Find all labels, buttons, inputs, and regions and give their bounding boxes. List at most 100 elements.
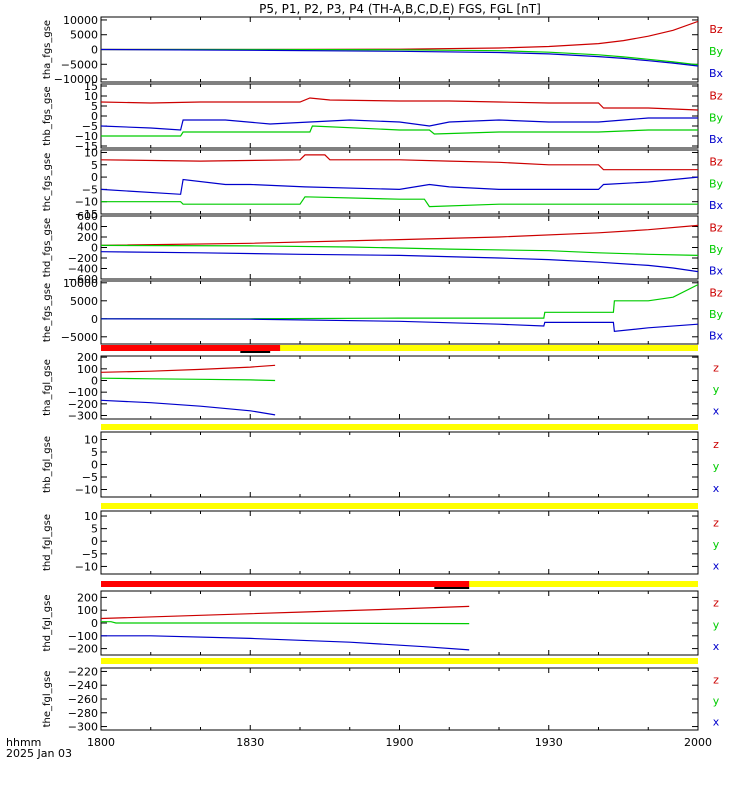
series-line-bx <box>101 176 698 195</box>
y-tick-label: 5 <box>91 446 98 459</box>
y-axis-label: thb_fgl_gse <box>42 436 53 493</box>
legend-entry: Bx <box>709 329 724 342</box>
y-tick-label: −5000 <box>61 331 98 344</box>
data-availability-bar <box>101 503 698 509</box>
panel-5: 10000 5000 0 −5000 the_fgs_gse Bz By Bx <box>42 277 724 345</box>
series-line-by <box>101 244 698 256</box>
y-axis-label: thc_fgs_gse <box>42 153 53 212</box>
data-availability-bar <box>101 658 698 664</box>
data-coverage-mark <box>434 587 470 589</box>
y-tick-label: −10000 <box>54 73 98 86</box>
y-tick-label: 0 <box>91 171 98 184</box>
legend-entry: By <box>709 45 724 58</box>
time-row-label: hhmm <box>6 736 41 749</box>
y-tick-label: 10 <box>84 146 98 159</box>
legend-entry: By <box>709 177 724 190</box>
y-tick-label: −10 <box>75 484 98 497</box>
y-tick-label: 10000 <box>63 14 98 27</box>
series-line-bz <box>101 154 698 171</box>
series-line-z <box>101 364 276 373</box>
y-tick-label: −10 <box>75 560 98 573</box>
y-tick-label: 5 <box>91 523 98 536</box>
series-line-bz <box>101 224 698 246</box>
y-tick-label: 0 <box>91 44 98 57</box>
y-axis-label: tha_fgl_gse <box>42 359 53 416</box>
legend-entry: By <box>709 243 724 256</box>
y-tick-label: 5 <box>91 100 98 113</box>
y-tick-label: −5 <box>82 548 98 561</box>
y-axis-label: thd_fgl_gse <box>42 595 53 652</box>
y-axis-label: thd_fgs_gse <box>42 218 53 277</box>
series-line-z <box>101 605 470 620</box>
y-tick-label: 600 <box>77 210 98 223</box>
y-tick-label: −200 <box>68 398 98 411</box>
y-axis-label: tha_fgs_gse <box>42 20 53 79</box>
series-line-bz <box>101 20 698 51</box>
legend-entry: x <box>713 482 720 495</box>
data-coverage-segment <box>101 581 470 587</box>
y-tick-label: 0 <box>91 617 98 630</box>
y-tick-label: 5000 <box>70 295 98 308</box>
panel-frame <box>100 431 699 498</box>
y-tick-label: −400 <box>68 263 98 276</box>
series-line-by <box>101 48 698 66</box>
legend-entry: Bx <box>709 133 724 146</box>
legend-entry: z <box>713 597 719 610</box>
series-line-x <box>101 635 470 651</box>
y-tick-label: −5 <box>82 183 98 196</box>
series-line-y <box>101 621 470 625</box>
y-tick-label: 0 <box>91 313 98 326</box>
legend-entry: Bz <box>709 156 723 169</box>
y-axis-label: the_fgs_gse <box>42 283 53 342</box>
legend-entry: y <box>713 383 720 396</box>
legend-entry: y <box>713 618 720 631</box>
data-coverage-mark <box>240 351 271 353</box>
y-axis-label: thb_fgs_gse <box>42 86 53 145</box>
series-line-x <box>101 399 276 416</box>
y-axis-label: thd_fgl_gse <box>42 514 53 571</box>
series-line-by <box>101 196 698 208</box>
time-tick-label: 1800 <box>87 736 115 749</box>
series-line-bz <box>101 97 698 111</box>
y-axis-label: the_fgl_gse <box>42 671 53 728</box>
data-availability-bar <box>101 424 698 430</box>
date-label: 2025 Jan 03 <box>6 747 72 760</box>
time-tick-label: 1830 <box>236 736 264 749</box>
legend-entry: x <box>713 640 720 653</box>
data-availability-bar <box>101 345 698 351</box>
y-tick-label: −300 <box>68 410 98 423</box>
panel-frame <box>100 355 699 420</box>
legend-entry: y <box>713 538 720 551</box>
legend-entry: x <box>713 716 720 729</box>
panel-10: −220−240−260−280−300 the_fgl_gse zyx <box>42 658 720 734</box>
y-tick-label: 0 <box>91 375 98 388</box>
plot-title: P5, P1, P2, P3, P4 (TH-A,B,C,D,E) FGS, F… <box>259 2 541 16</box>
y-tick-label: 0 <box>91 535 98 548</box>
legend-entry: Bz <box>709 222 723 235</box>
y-tick-label: 200 <box>77 231 98 244</box>
y-tick-label: 100 <box>77 604 98 617</box>
panel-frame <box>100 667 699 731</box>
y-tick-label: 10 <box>84 434 98 447</box>
y-tick-label: 5000 <box>70 29 98 42</box>
legend-entry: x <box>713 404 720 417</box>
series-line-by <box>101 125 698 137</box>
y-tick-label: 0 <box>91 459 98 472</box>
series-line-by <box>101 284 698 320</box>
legend-entry: Bx <box>709 264 724 277</box>
series-line-bx <box>101 251 698 273</box>
time-tick-label: 1930 <box>535 736 563 749</box>
legend-entry: y <box>713 460 720 473</box>
y-tick-label: −300 <box>68 721 98 734</box>
y-tick-label: −100 <box>68 386 98 399</box>
y-tick-label: 200 <box>77 351 98 364</box>
y-tick-label: −260 <box>68 693 98 706</box>
y-tick-label: 10000 <box>63 277 98 290</box>
legend-entry: z <box>713 438 719 451</box>
y-tick-label: −10 <box>75 130 98 143</box>
